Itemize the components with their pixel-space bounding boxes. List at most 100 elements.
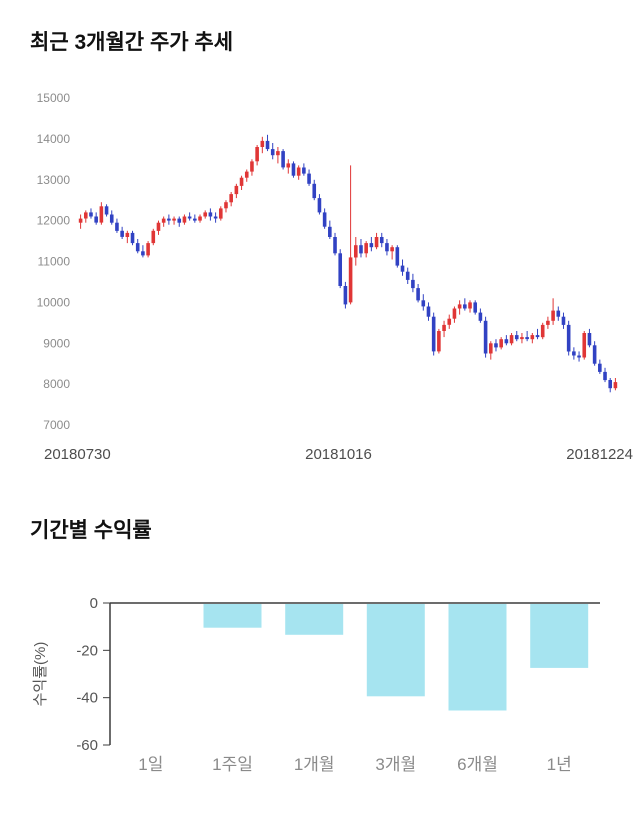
candle-body — [592, 345, 597, 364]
candle-body — [369, 243, 374, 248]
x-axis-label-mid: 20181016 — [305, 446, 372, 463]
candlestick — [463, 298, 467, 311]
returns-bar-chart: 0 -20 -40 -60 1일 1주일 1개월 3개월 6개월 1년 수익률(%) — [32, 595, 600, 774]
candlestick — [353, 237, 358, 266]
category-label: 6개월 — [457, 755, 498, 774]
candle-body — [109, 214, 114, 223]
candlestick — [421, 294, 426, 311]
candlestick — [265, 134, 270, 152]
candlestick — [198, 214, 202, 223]
candle-body — [457, 304, 462, 309]
candle-body — [535, 335, 540, 338]
candlestick — [94, 212, 98, 225]
candlestick — [208, 208, 213, 221]
candlestick — [551, 298, 555, 325]
candlestick — [374, 232, 379, 250]
candle-body — [286, 163, 291, 168]
candlestick — [172, 216, 176, 225]
candlestick — [89, 208, 93, 219]
candlestick — [276, 147, 280, 164]
candle-body — [540, 324, 545, 338]
candlestick — [333, 232, 337, 256]
candlestick — [478, 308, 483, 323]
candle-body — [130, 232, 135, 244]
candlestick — [141, 245, 145, 258]
candle-body — [390, 247, 394, 252]
candle-body — [348, 257, 353, 303]
candlestick — [379, 232, 384, 248]
candlestick — [577, 351, 581, 362]
candle-body — [141, 251, 145, 256]
candle-body — [546, 320, 550, 325]
candlestick — [556, 306, 561, 321]
returns-y-tick-label: 0 — [90, 595, 98, 612]
candle-body — [78, 218, 83, 223]
candlestick — [109, 210, 114, 225]
candle-body — [296, 167, 301, 176]
candle-body — [125, 232, 130, 237]
candlestick — [592, 341, 597, 366]
candlestick — [218, 206, 223, 221]
price-y-tick-label: 14000 — [37, 132, 71, 146]
candlestick — [613, 378, 618, 391]
candlestick — [322, 208, 327, 229]
candle-body — [208, 212, 213, 217]
candle-body — [572, 351, 576, 356]
candlestick — [447, 314, 452, 329]
candlestick — [359, 239, 363, 258]
candle-body — [239, 177, 244, 186]
candle-body — [374, 237, 379, 248]
candle-body — [463, 304, 467, 309]
candle-body — [566, 324, 571, 352]
candle-body — [598, 363, 602, 372]
candle-body — [182, 216, 187, 223]
candle-body — [587, 333, 592, 346]
candlestick — [416, 284, 420, 303]
candlestick — [504, 335, 509, 346]
candlestick — [99, 202, 104, 225]
candlestick — [161, 216, 166, 227]
price-y-tick-label: 13000 — [37, 173, 71, 187]
candlestick — [572, 347, 576, 360]
candlestick — [494, 339, 498, 352]
candlestick — [468, 300, 472, 313]
candle-body — [94, 216, 98, 223]
candle-body — [385, 243, 389, 252]
candlestick — [213, 212, 218, 223]
candlestick — [120, 226, 124, 239]
candlestick — [260, 136, 265, 154]
price-y-tick-label: 15000 — [37, 91, 71, 105]
candlestick — [317, 194, 322, 215]
candlestick — [473, 300, 478, 315]
candle-body — [613, 382, 618, 389]
candlestick — [395, 245, 400, 268]
candlestick — [239, 175, 244, 190]
price-section-title: 최근 3개월간 주가 추세 — [30, 31, 234, 54]
x-axis-label-end: 20181224 — [566, 446, 633, 463]
returns-y-tick-label: -20 — [76, 642, 98, 659]
candlestick — [115, 218, 119, 233]
candlestick — [514, 331, 519, 342]
candlestick — [250, 159, 254, 176]
candle-body — [302, 167, 306, 174]
candle-body — [431, 316, 436, 352]
candlestick — [281, 149, 285, 170]
candle-body — [561, 316, 566, 325]
returns-y-tick-label: -60 — [76, 737, 98, 754]
candlestick — [561, 312, 566, 329]
candle-body — [364, 243, 368, 254]
candlestick — [182, 214, 187, 225]
candlestick — [488, 341, 493, 360]
candle-body — [270, 149, 275, 156]
candlestick — [483, 316, 488, 358]
price-y-tick-label: 12000 — [37, 214, 71, 228]
candle-body — [99, 206, 104, 223]
candle-body — [603, 371, 607, 381]
category-label: 1일 — [138, 755, 163, 774]
candlestick — [582, 331, 587, 360]
candlestick — [369, 237, 374, 252]
candlestick — [78, 214, 83, 229]
candle-body — [509, 335, 514, 344]
candle-body — [343, 286, 348, 305]
x-axis-label-start: 20180730 — [44, 446, 111, 463]
